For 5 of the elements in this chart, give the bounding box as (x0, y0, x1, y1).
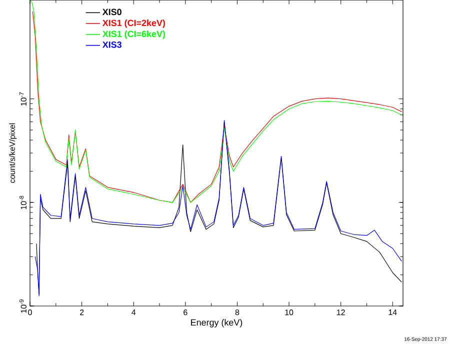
legend-label: XIS0 (102, 8, 122, 16)
x-axis-title: Energy (keV) (191, 319, 242, 328)
legend-label: XIS3 (102, 41, 122, 48)
legend-label: XIS1 (CI=6keV) (102, 30, 165, 39)
legend-label: XIS1 (CI=2keV) (102, 20, 165, 28)
